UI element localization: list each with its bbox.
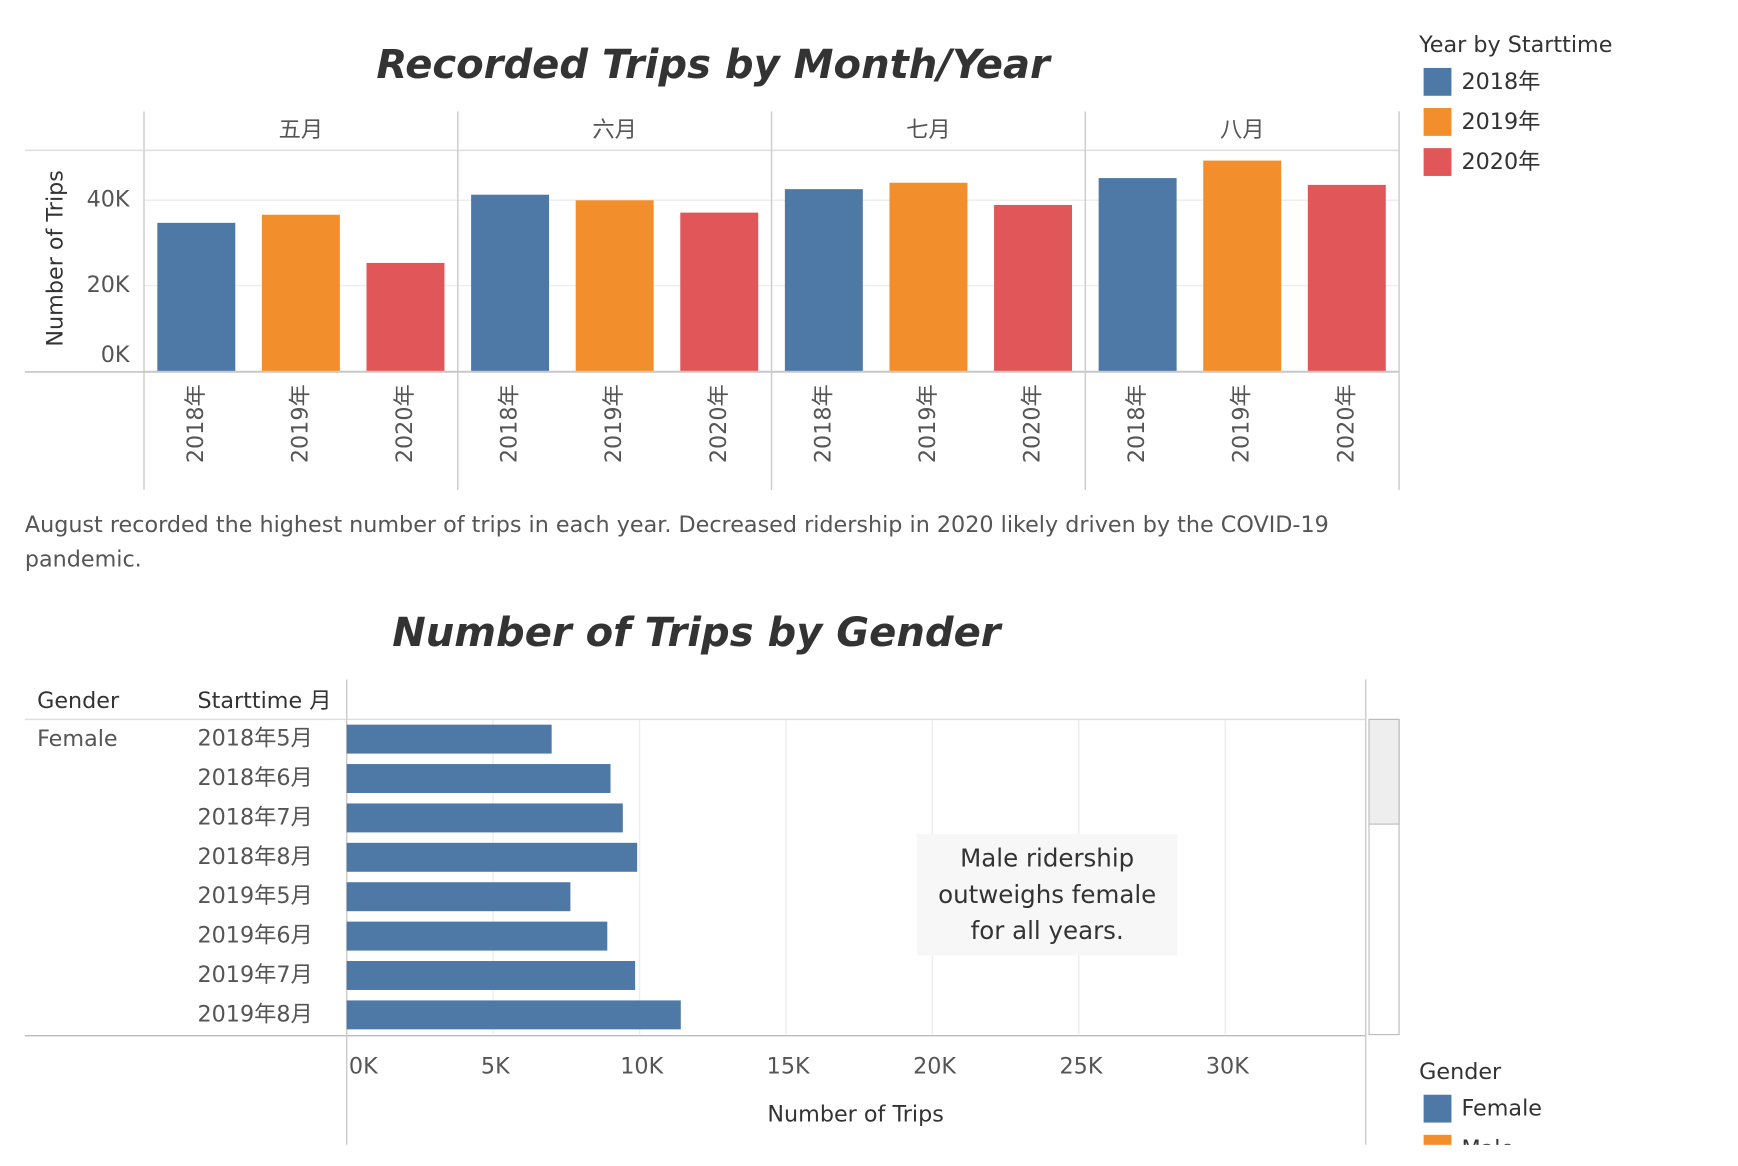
bar (994, 204, 1073, 371)
x-axis-title: Number of Trips (767, 1101, 943, 1127)
bar (346, 803, 623, 833)
x-tick-label: 2020年 (706, 384, 732, 463)
legend-swatch (1423, 108, 1452, 136)
y-tick-label: 2019年6月 (197, 923, 312, 949)
legend-swatch (1423, 1094, 1452, 1123)
x-tick-label: 2020年 (1333, 384, 1359, 463)
legend-label: 2019年 (1461, 109, 1540, 135)
legend-swatch (1423, 67, 1452, 96)
x-tick-label: 2020年 (392, 384, 418, 463)
chart-title: Number of Trips by Gender (392, 610, 1003, 656)
bar (157, 222, 236, 371)
column-header: Gender (37, 688, 120, 714)
bar (784, 189, 863, 371)
x-tick-label: 2019年 (915, 384, 941, 463)
x-tick-label: 2019年 (287, 384, 313, 463)
x-tick-label: 2019年 (601, 384, 627, 463)
bar (346, 921, 608, 951)
panel-header: 七月 (906, 117, 951, 143)
bar (346, 724, 552, 754)
x-tick-label: 20K (913, 1053, 957, 1079)
bar (575, 200, 654, 371)
x-tick-label: 2018年 (1124, 384, 1150, 463)
bar (680, 212, 759, 371)
x-tick-label: 2018年 (810, 384, 836, 463)
x-tick-label: 15K (767, 1053, 811, 1079)
panel-header: 六月 (592, 117, 637, 143)
y-tick-label: 2018年7月 (197, 804, 312, 830)
x-tick-label: 30K (1206, 1053, 1250, 1079)
legend-label: 2018年 (1461, 69, 1540, 95)
scrollbar-thumb (1368, 718, 1400, 825)
bar (346, 842, 638, 872)
x-tick-label: 2020年 (1020, 384, 1046, 463)
bar (1203, 160, 1282, 371)
y-tick-label: 2018年8月 (197, 844, 312, 870)
y-tick-label: 2019年8月 (197, 1001, 312, 1027)
annotation-box (916, 834, 1178, 956)
caption: pandemic. (25, 547, 142, 573)
legend-label: 2020年 (1461, 149, 1540, 175)
panel-header: 八月 (1220, 117, 1265, 143)
bar (471, 194, 550, 371)
x-tick-label: 10K (620, 1053, 664, 1079)
legend-swatch (1423, 148, 1452, 176)
bar (366, 262, 445, 371)
x-tick-label: 2019年 (1229, 384, 1255, 463)
x-tick-label: 25K (1059, 1053, 1103, 1079)
clip-cover (0, 1144, 1738, 1166)
bar (346, 764, 611, 793)
y-tick-label: 2018年6月 (197, 765, 312, 791)
bar (346, 961, 636, 990)
column-header: Starttime 月 (197, 688, 331, 714)
legend-title: Year by Starttime (1418, 32, 1612, 58)
y-tick-label: 20K (87, 272, 131, 298)
bar (1307, 184, 1386, 371)
y-axis-title: Number of Trips (43, 170, 69, 346)
bar (346, 1000, 681, 1030)
chart-title: Recorded Trips by Month/Year (376, 42, 1052, 88)
y-tick-label: 2019年7月 (197, 962, 312, 988)
legend-title: Gender (1419, 1059, 1502, 1085)
bar (261, 214, 340, 371)
bar (889, 182, 968, 371)
annotation: outweighs female (938, 880, 1156, 909)
bar (1098, 178, 1177, 371)
row-group: Female (37, 726, 118, 752)
x-tick-label: 0K (349, 1053, 379, 1079)
y-tick-label: 2018年5月 (197, 726, 312, 752)
y-tick-label: 2019年5月 (197, 883, 312, 909)
x-tick-label: 2018年 (183, 384, 209, 463)
y-tick-label: 0K (101, 342, 131, 368)
annotation: Male ridership (960, 844, 1134, 873)
x-tick-label: 2018年 (497, 384, 523, 463)
x-tick-label: 5K (481, 1053, 511, 1079)
panel-header: 五月 (279, 117, 324, 143)
bar (346, 882, 571, 912)
caption: August recorded the highest number of tr… (25, 512, 1329, 538)
legend-label: Female (1461, 1096, 1542, 1122)
annotation: for all years. (971, 916, 1124, 945)
y-tick-label: 40K (87, 187, 131, 213)
